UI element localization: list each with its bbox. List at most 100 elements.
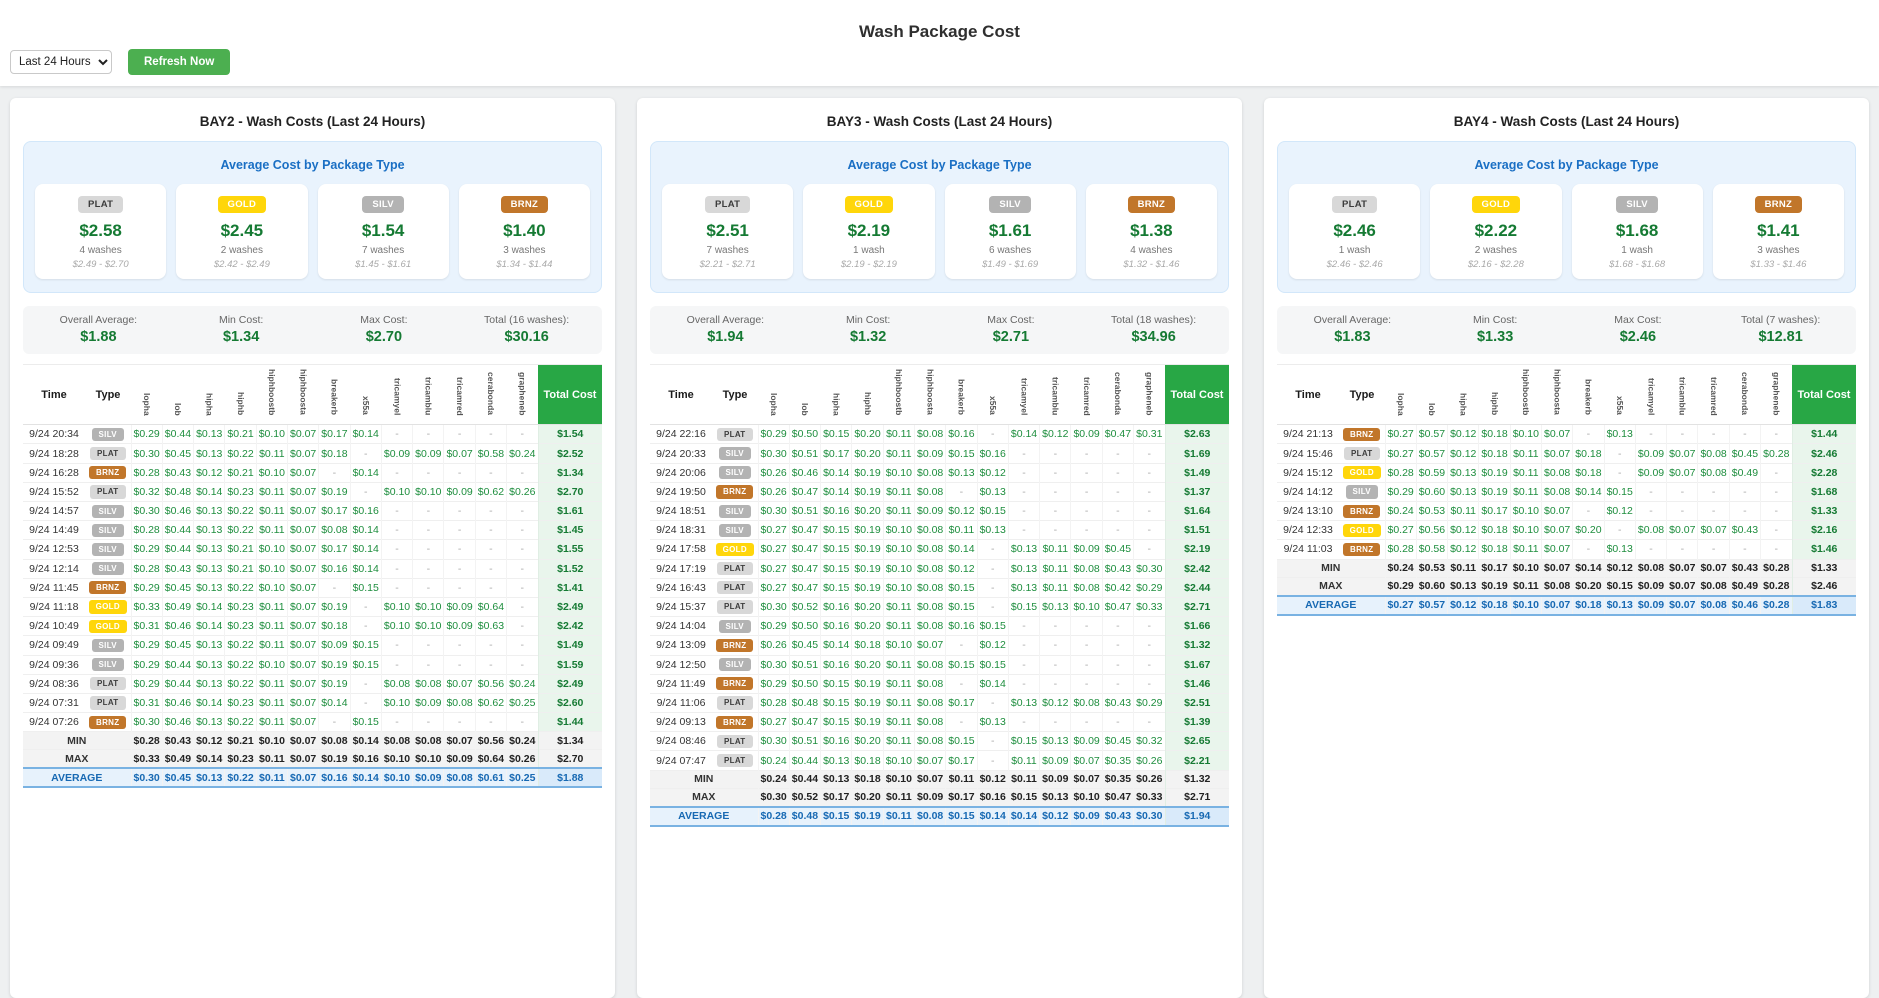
summary-chemical-cost: $0.17 — [1479, 559, 1510, 577]
wash-time: 9/24 20:34 — [23, 425, 85, 444]
wash-type-badge: SILV — [719, 447, 751, 460]
wash-type-badge: BRNZ — [716, 485, 753, 498]
chemical-cost: $0.13 — [821, 751, 852, 770]
wash-time: 9/24 09:49 — [23, 636, 85, 655]
refresh-now-button[interactable]: Refresh Now — [128, 49, 230, 75]
chemical-cost: $0.47 — [789, 482, 820, 501]
chemical-cost: $0.62 — [475, 693, 506, 712]
total-cost: $2.60 — [538, 693, 602, 712]
chemical-column-header: hipha — [194, 365, 225, 425]
wash-type-badge: SILV — [719, 620, 751, 633]
total-cost-column-header: Total Cost — [538, 365, 602, 425]
chemical-cost: - — [381, 636, 412, 655]
chemical-cost: $0.12 — [1448, 540, 1479, 559]
summary-chemical-cost: $0.09 — [1071, 807, 1102, 826]
chemical-column-header: hiphb — [225, 365, 256, 425]
chemical-cost: - — [1040, 636, 1071, 655]
chemical-cost: $0.22 — [225, 674, 256, 693]
chemical-column-label: cerabonda — [1114, 372, 1123, 415]
wash-type-badge: BRNZ — [1343, 428, 1380, 441]
chemical-cost: $0.29 — [1134, 693, 1165, 712]
chemical-cost: - — [1071, 674, 1102, 693]
average-cost-section: Average Cost by Package TypePLAT$2.517 w… — [650, 141, 1229, 293]
chemical-cost: - — [1102, 636, 1133, 655]
chemical-cost: $0.44 — [162, 655, 193, 674]
page-title: Wash Package Cost — [0, 0, 1879, 42]
chemical-cost: $0.30 — [758, 732, 789, 751]
package-type-badge: GOLD — [218, 196, 267, 213]
chemical-cost: $0.16 — [319, 559, 350, 578]
summary-chemical-cost: $0.08 — [1698, 577, 1729, 596]
chemical-cost: $0.18 — [1479, 540, 1510, 559]
chemical-cost: $0.07 — [287, 482, 318, 501]
summary-chemical-cost: $0.07 — [1541, 559, 1572, 577]
summary-chemical-cost: $0.61 — [475, 768, 506, 787]
chemical-cost: - — [1071, 502, 1102, 521]
total-cost: $1.32 — [1165, 636, 1229, 655]
chemical-cost: - — [381, 425, 412, 444]
max-row: MAX$0.30$0.52$0.17$0.20$0.11$0.09$0.17$0… — [650, 788, 1229, 807]
chemical-cost: $0.17 — [821, 444, 852, 463]
chemical-cost: $0.30 — [758, 444, 789, 463]
total-cost: $2.42 — [1165, 559, 1229, 578]
chemical-cost: - — [1071, 521, 1102, 540]
chemical-cost: $0.28 — [131, 463, 162, 482]
stat-label: Total (16 washes): — [455, 314, 598, 326]
package-wash-count: 4 washes — [39, 245, 162, 256]
summary-chemical-cost: $0.19 — [319, 750, 350, 769]
stat-value: $1.94 — [654, 329, 797, 345]
chemical-cost: - — [1761, 502, 1792, 521]
package-card: SILV$1.547 washes$1.45 - $1.61 — [318, 184, 449, 279]
summary-chemical-cost: $0.07 — [914, 770, 945, 788]
summary-chemical-cost: $0.12 — [1040, 807, 1071, 826]
summary-chemical-cost: $0.07 — [1698, 559, 1729, 577]
summary-label: MAX — [650, 788, 758, 807]
table-row: 9/24 09:49SILV$0.29$0.45$0.13$0.22$0.11$… — [23, 636, 602, 655]
chemical-cost: - — [1635, 425, 1666, 444]
package-cards: PLAT$2.584 washes$2.49 - $2.70GOLD$2.452… — [35, 184, 590, 279]
chemical-cost: $0.08 — [914, 617, 945, 636]
chemical-cost: - — [1573, 540, 1604, 559]
chemical-cost: $0.27 — [758, 559, 789, 578]
stat-value: $2.70 — [313, 329, 456, 345]
chemical-cost: $0.33 — [131, 597, 162, 616]
summary-label: AVERAGE — [23, 768, 131, 787]
chemical-column-label: hipha — [205, 393, 214, 416]
package-card: SILV$1.681 wash$1.68 - $1.68 — [1572, 184, 1703, 279]
table-header-row: TimeTypelophalobhiphahiphbhiphboostbhiph… — [23, 365, 602, 425]
chemical-cost: $0.12 — [1604, 502, 1635, 521]
chemical-cost: - — [507, 502, 538, 521]
stat-item: Max Cost:$2.71 — [940, 314, 1083, 345]
wash-type-badge: SILV — [92, 505, 124, 518]
summary-total-cost: $1.34 — [538, 732, 602, 750]
package-type-badge: GOLD — [1472, 196, 1521, 213]
table-row: 9/24 18:51SILV$0.30$0.51$0.16$0.20$0.11$… — [650, 502, 1229, 521]
chemical-column-label: breakerb — [1584, 379, 1593, 415]
total-cost: $1.46 — [1165, 674, 1229, 693]
chemical-cost: $0.14 — [1573, 482, 1604, 501]
chemical-cost: $0.12 — [1040, 693, 1071, 712]
chemical-cost: $0.15 — [821, 713, 852, 732]
chemical-cost: $0.18 — [1573, 463, 1604, 482]
chemical-cost: - — [1102, 502, 1133, 521]
wash-type: SILV — [85, 425, 131, 444]
summary-label: AVERAGE — [650, 807, 758, 826]
chemical-cost: $0.09 — [413, 444, 444, 463]
chemical-cost: $0.17 — [319, 502, 350, 521]
stat-value: $1.33 — [1424, 329, 1567, 345]
time-range-select[interactable]: Last 24 Hours — [10, 50, 112, 74]
chemical-cost: $0.14 — [350, 559, 381, 578]
summary-chemical-cost: $0.11 — [1510, 577, 1541, 596]
summary-chemical-cost: $0.07 — [1667, 596, 1698, 615]
chemical-cost: - — [1040, 444, 1071, 463]
wash-time: 9/24 12:14 — [23, 559, 85, 578]
chemical-cost: - — [1071, 463, 1102, 482]
wash-type-badge: PLAT — [90, 696, 126, 709]
chemical-cost: - — [1635, 502, 1666, 521]
average-cost-title: Average Cost by Package Type — [662, 158, 1217, 172]
chemical-cost: $0.13 — [977, 521, 1008, 540]
chemical-cost: $0.48 — [789, 693, 820, 712]
chemical-cost: - — [350, 693, 381, 712]
chemical-cost: $0.14 — [977, 674, 1008, 693]
chemical-cost: $0.07 — [287, 597, 318, 616]
